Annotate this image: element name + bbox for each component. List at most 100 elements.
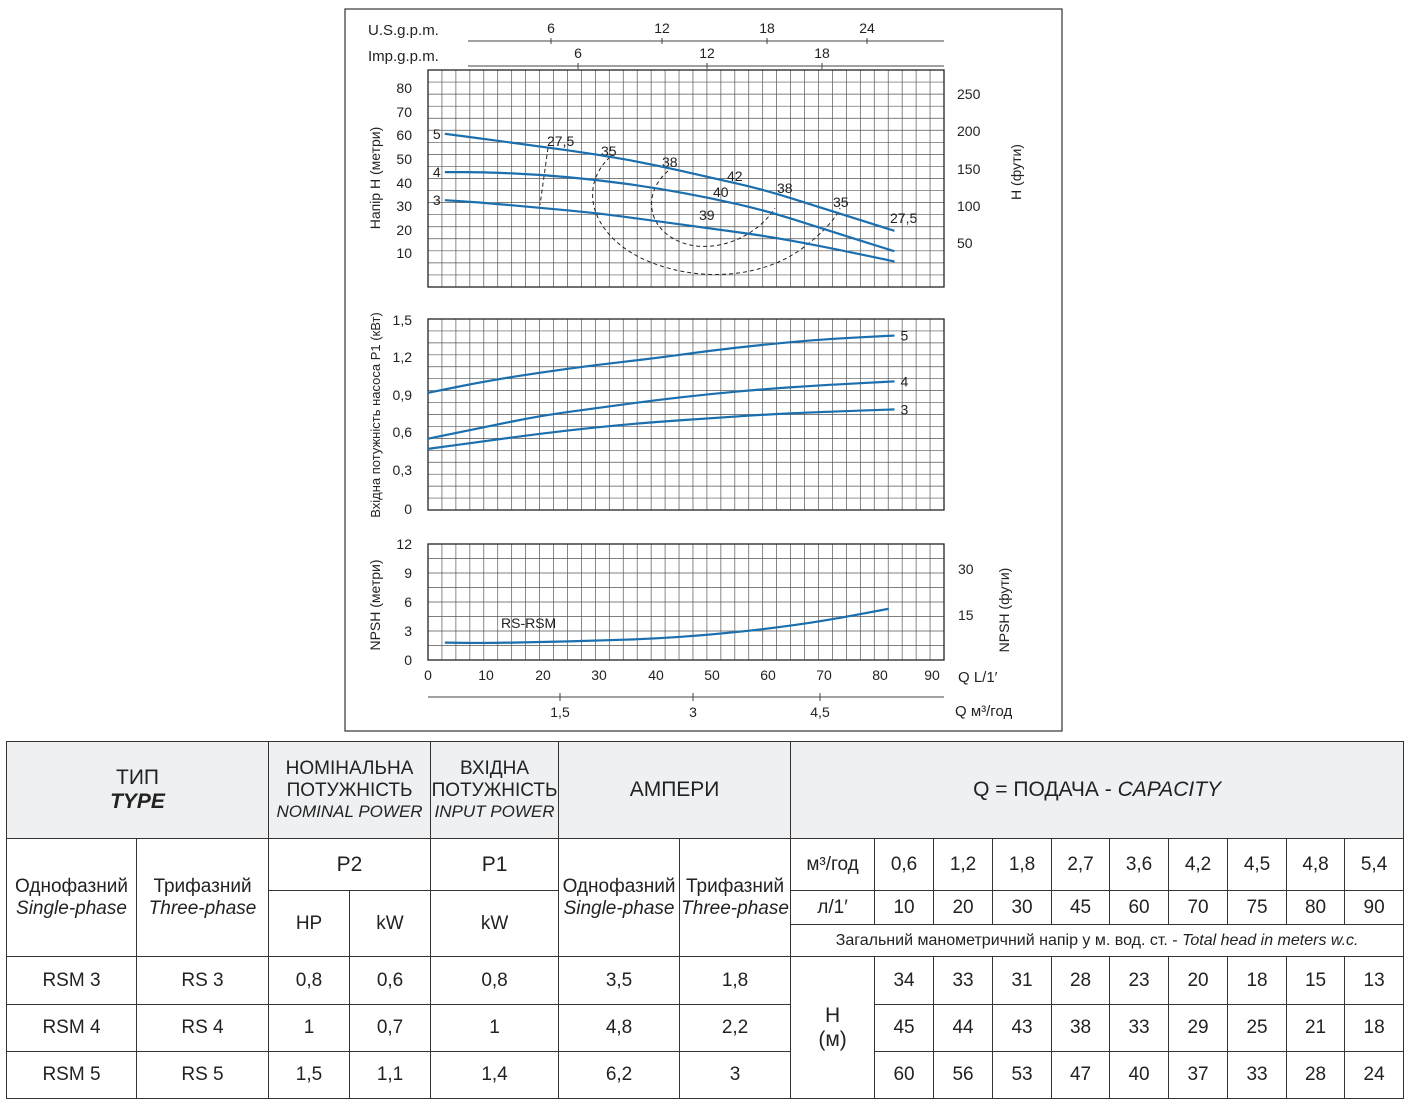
- head-right-tick: 200: [957, 123, 981, 139]
- head-curves: 5 4 3: [433, 126, 895, 263]
- capacity-l: 10: [874, 890, 935, 925]
- input-kw: 1,4: [430, 1051, 560, 1099]
- head-value: 23: [1109, 956, 1170, 1005]
- head-value: 29: [1168, 1004, 1229, 1052]
- top-flow-axes: U.S.g.p.m. 6 12 18 24 Imp.g.p.m. 6 12 18: [368, 20, 944, 69]
- npsh-curves: RS-RSM: [444, 607, 890, 645]
- power-curves: 5 4 3: [427, 328, 908, 450]
- npsh-y-tick: 12: [396, 536, 412, 552]
- head-label: H: [824, 1003, 841, 1027]
- capacity-l: 30: [992, 890, 1053, 925]
- power-plot-grid: [427, 318, 945, 511]
- series-label: 3: [900, 401, 908, 417]
- amps-single: 4,8: [558, 1004, 681, 1052]
- chart-border: [344, 8, 1063, 732]
- head-value: 33: [1109, 1004, 1170, 1052]
- efficiency-label: 40: [713, 184, 729, 200]
- head-value: 33: [1227, 1051, 1288, 1099]
- power-hp: 1,5: [268, 1051, 351, 1099]
- head-value: 38: [1051, 1004, 1111, 1052]
- series-label: 4: [433, 164, 441, 180]
- head-y-tick: 80: [396, 80, 412, 96]
- capacity-l: 90: [1344, 890, 1405, 925]
- table-row: RSM 5 RS 5 1,5 1,1 1,4 6,2 3 60 56 53 47…: [6, 1051, 1405, 1099]
- efficiency-label: 39: [699, 207, 715, 223]
- input-power-header: ВХІДНА ПОТУЖНІСТЬ INPUT POWER: [430, 741, 560, 839]
- head-right-tick: 100: [957, 198, 981, 214]
- head-value: 53: [992, 1051, 1053, 1099]
- power-y-axis-label: Вхідна потужність насоса P1 (кВт): [368, 312, 383, 518]
- amps-single: 6,2: [558, 1051, 681, 1099]
- single-phase-en: Single-phase: [16, 897, 127, 919]
- impgpm-label: Imp.g.p.m.: [368, 48, 439, 65]
- head-value: 47: [1051, 1051, 1111, 1099]
- npsh-y-tick: 9: [404, 565, 412, 581]
- npsh-right-ticks: 30 15: [958, 561, 974, 623]
- impgpm-tick: 18: [814, 45, 830, 61]
- plot-frame: [427, 318, 945, 511]
- x-tick: 80: [872, 667, 888, 683]
- efficiency-contour-left: [539, 147, 549, 206]
- npsh-y-axis-label: NPSH (метри): [367, 559, 383, 650]
- head-y-axis-label: Напір H (метри): [367, 127, 383, 230]
- npsh-right-axis-label: NPSH (фути): [996, 568, 1012, 653]
- efficiency-contour-outer: [592, 156, 841, 275]
- head-right-axis-label: H (фути): [1008, 144, 1024, 200]
- hp-header: HP: [268, 890, 351, 957]
- total-head-note: Загальний манометричний напір у м. вод. …: [790, 924, 1405, 957]
- efficiency-label: 38: [777, 180, 793, 196]
- head-value: 28: [1286, 1051, 1346, 1099]
- npsh-y-ticks: 12 9 6 3 0: [396, 536, 412, 668]
- x-tick: 90: [924, 667, 940, 683]
- capacity-m3: 5,4: [1344, 838, 1405, 891]
- head-y-tick: 50: [396, 151, 412, 167]
- head-value: 33: [933, 956, 994, 1005]
- npsh-right-tick: 30: [958, 561, 974, 577]
- series-line-RS-RSM: [444, 607, 890, 645]
- head-y-tick: 60: [396, 127, 412, 143]
- x-axis-lmin: 0 10 20 30 40 50 60 70 80 90: [424, 667, 940, 683]
- type-header-en: TYPE: [110, 790, 165, 813]
- amps-header: АМПЕРИ: [558, 741, 792, 839]
- three-phase-en: Three-phase: [148, 897, 257, 919]
- performance-table: ТИП TYPE НОМІНАЛЬНА ПОТУЖНІСТЬ NOMINAL P…: [5, 741, 1405, 1099]
- usgpm-tick: 6: [547, 20, 555, 36]
- head-value: 56: [933, 1051, 994, 1099]
- amps-single-en: Single-phase: [563, 897, 675, 919]
- usgpm-tick: 24: [859, 20, 875, 36]
- npsh-right-tick: 15: [958, 607, 974, 623]
- type-header: ТИП TYPE: [5, 741, 270, 839]
- capacity-l: 45: [1051, 890, 1111, 925]
- power-y-tick: 0,3: [393, 462, 413, 478]
- series-line-3: [427, 408, 895, 450]
- head-value: 24: [1344, 1051, 1405, 1099]
- capacity-l: 70: [1168, 890, 1229, 925]
- head-value: 31: [992, 956, 1053, 1005]
- model-three: RS 4: [135, 1004, 270, 1052]
- head-plot-grid: [427, 69, 945, 288]
- head-value: 40: [1109, 1051, 1170, 1099]
- x-tick: 30: [591, 667, 607, 683]
- x2-tick: 4,5: [810, 704, 830, 720]
- impgpm-tick: 6: [574, 45, 582, 61]
- power-y-tick: 0,9: [393, 387, 413, 403]
- head-value: 60: [874, 1051, 935, 1099]
- p1-kw-header: kW: [430, 890, 560, 957]
- model-single: RSM 3: [6, 956, 137, 1005]
- efficiency-contour-inner: [651, 170, 776, 247]
- amps-three-header: Трифазний Three-phase: [679, 838, 792, 957]
- series-label: 4: [900, 373, 908, 389]
- capacity-l: 60: [1109, 890, 1170, 925]
- head-value: 37: [1168, 1051, 1229, 1099]
- amps-three-ua: Трифазний: [685, 875, 785, 897]
- capacity-l: 75: [1227, 890, 1288, 925]
- plot-frame: [427, 69, 945, 288]
- input-power-ua: ВХІДНА ПОТУЖНІСТЬ: [431, 758, 558, 801]
- unit-m3-cell: м³/год: [790, 838, 876, 891]
- nominal-power-ua: НОМІНАЛЬНА ПОТУЖНІСТЬ: [285, 758, 414, 801]
- performance-chart: U.S.g.p.m. 6 12 18 24 Imp.g.p.m. 6 12 18…: [344, 8, 1063, 732]
- power-y-tick: 1,2: [393, 349, 413, 365]
- amps-single-header: Однофазний Single-phase: [558, 838, 681, 957]
- head-value: 44: [933, 1004, 994, 1052]
- three-phase-header: Трифазний Three-phase: [135, 838, 270, 957]
